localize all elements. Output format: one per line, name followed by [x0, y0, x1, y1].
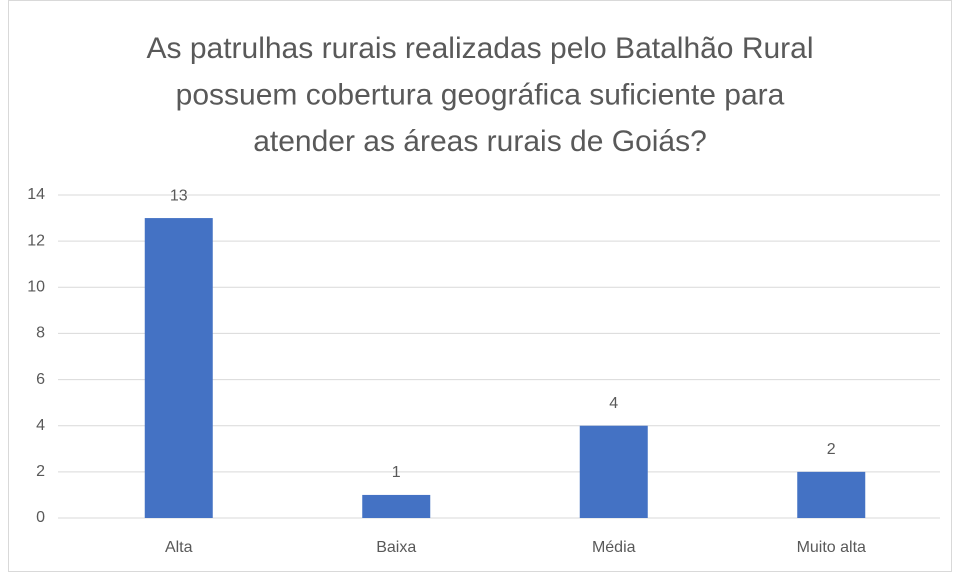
- data-label: 4: [609, 395, 618, 412]
- x-tick-label: Baixa: [376, 539, 416, 556]
- y-tick-label: 4: [36, 417, 45, 434]
- bar: [144, 218, 213, 519]
- y-tick-label: 8: [36, 325, 45, 342]
- x-tick-label: Média: [592, 539, 636, 556]
- chart-title: atender as áreas rurais de Goiás?: [253, 125, 707, 158]
- x-tick-label: Alta: [165, 539, 193, 556]
- bar: [579, 425, 648, 518]
- x-tick-label: Muito alta: [797, 539, 866, 556]
- y-tick-label: 0: [36, 509, 45, 526]
- data-label: 1: [392, 464, 401, 481]
- chart-title: possuem cobertura geográfica suficiente …: [176, 78, 785, 111]
- chart-title: As patrulhas rurais realizadas pelo Bata…: [146, 32, 813, 65]
- y-tick-label: 2: [36, 463, 45, 480]
- y-tick-label: 10: [27, 279, 45, 296]
- data-label: 13: [170, 187, 188, 204]
- bar: [797, 471, 866, 518]
- data-label: 2: [827, 441, 836, 458]
- y-tick-label: 6: [36, 371, 45, 388]
- bar: [362, 494, 431, 518]
- y-tick-label: 12: [27, 232, 45, 249]
- y-tick-label: 14: [27, 186, 45, 203]
